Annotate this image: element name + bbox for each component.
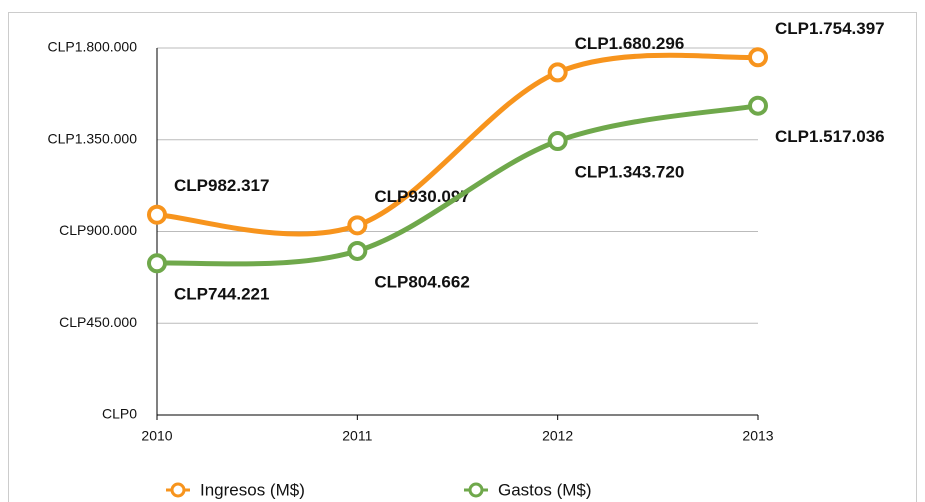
x-tick-label: 2013 xyxy=(742,428,773,444)
point xyxy=(347,240,368,261)
point xyxy=(147,204,167,225)
y-tick-label: CLP1.350.000 xyxy=(47,130,137,146)
point xyxy=(347,215,368,236)
series-line xyxy=(156,103,759,267)
value-label: CLP804.662 xyxy=(374,272,469,291)
x-tick-label: 2010 xyxy=(141,428,172,444)
frame xyxy=(8,12,917,502)
y-tick-label: CLP450.000 xyxy=(59,314,137,330)
y-tick-label: CLP1.800.000 xyxy=(47,39,137,55)
value-label: CLP930.097 xyxy=(374,187,469,206)
value-label: CLP1.517.036 xyxy=(775,127,885,146)
legend-marker xyxy=(170,482,186,498)
value-label: CLP744.221 xyxy=(174,285,269,304)
point xyxy=(748,95,768,116)
value-label: CLP982.317 xyxy=(174,176,269,195)
value-label: CLP1.754.397 xyxy=(775,19,885,38)
legend-label: Ingresos (M$) xyxy=(200,480,305,499)
series-line xyxy=(156,52,759,237)
x-tick-label: 2011 xyxy=(342,428,372,444)
point xyxy=(748,47,768,68)
point xyxy=(547,62,568,83)
point xyxy=(547,131,568,152)
point xyxy=(147,253,167,274)
legend-marker xyxy=(468,482,484,498)
value-label: CLP1.680.296 xyxy=(575,34,685,53)
x-tick-label: 2012 xyxy=(542,428,573,444)
value-label: CLP1.343.720 xyxy=(575,163,685,182)
y-tick-label: CLP900.000 xyxy=(59,222,137,238)
legend-label: Gastos (M$) xyxy=(498,480,592,499)
y-tick-label: CLP0 xyxy=(102,406,137,422)
